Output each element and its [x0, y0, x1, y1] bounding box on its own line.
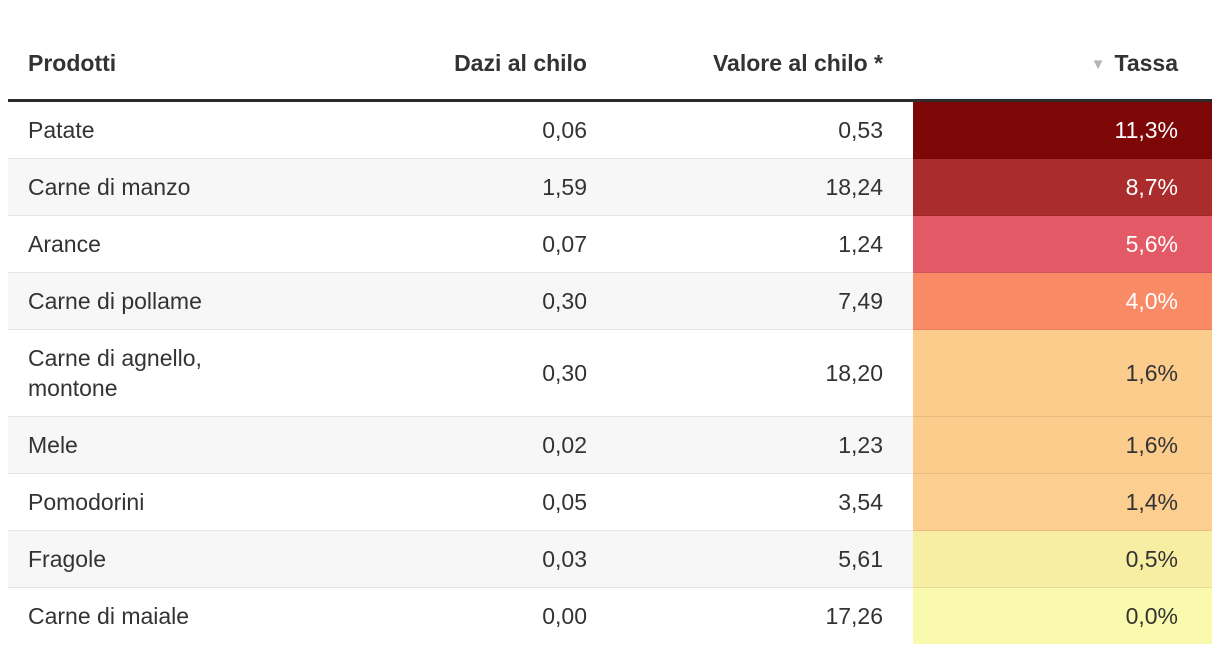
table-row: Arance 0,07 1,24 5,6% — [8, 215, 1212, 273]
table-row: Carne di agnello, montone 0,30 18,20 1,6… — [8, 329, 1212, 417]
table-row: Pomodorini 0,05 3,54 1,4% — [8, 473, 1212, 531]
duty-per-kilo-cell: 1,59 — [400, 158, 607, 216]
tax-rate-heatmap-cell: 1,4% — [913, 473, 1212, 531]
product-cell: Carne di pollame — [8, 272, 400, 330]
tax-rate-heatmap-cell: 4,0% — [913, 272, 1212, 330]
tax-rate-heatmap-cell: 0,5% — [913, 530, 1212, 588]
product-cell: Mele — [8, 416, 400, 474]
column-header-prodotti[interactable]: Prodotti — [8, 0, 400, 102]
duty-per-kilo-cell: 0,03 — [400, 530, 607, 588]
value-per-kilo-cell: 7,49 — [607, 272, 913, 330]
tax-rate-heatmap-cell: 1,6% — [913, 416, 1212, 474]
column-header-valore[interactable]: Valore al chilo * — [607, 0, 913, 102]
product-cell: Carne di maiale — [8, 587, 400, 644]
value-per-kilo-cell: 5,61 — [607, 530, 913, 588]
duty-per-kilo-cell: 0,30 — [400, 329, 607, 417]
product-cell: Carne di manzo — [8, 158, 400, 216]
value-per-kilo-cell: 0,53 — [838, 117, 883, 143]
value-per-kilo-cell: 18,20 — [607, 329, 913, 417]
value-per-kilo-cell: 3,54 — [607, 473, 913, 531]
duty-per-kilo-cell: 0,07 — [400, 215, 607, 273]
value-per-kilo-cell: 1,24 — [607, 215, 913, 273]
product-cell: Pomodorini — [8, 473, 400, 531]
duty-per-kilo-cell: 0,00 — [400, 587, 607, 644]
value-per-kilo-cell: 17,26 — [607, 587, 913, 644]
column-header-prodotti-label: Prodotti — [28, 50, 117, 76]
column-header-valore-label: Valore al chilo * — [712, 50, 883, 76]
tax-rate-heatmap-cell: 11,3% — [913, 100, 1212, 159]
table-row: Carne di manzo 1,59 18,24 8,7% — [8, 158, 1212, 216]
value-per-kilo-cell: 18,24 — [607, 158, 913, 216]
table-row: Carne di pollame 0,30 7,49 4,0% — [8, 272, 1212, 330]
tariff-table: Prodotti Dazi al chilo Valore al chilo *… — [8, 0, 1212, 644]
table-body: Patate 0,06 0,53 11,3% Carne di manzo 1,… — [8, 100, 1212, 644]
product-cell: Fragole — [8, 530, 400, 588]
column-header-dazi[interactable]: Dazi al chilo — [400, 0, 607, 102]
product-cell: Carne di agnello, montone — [8, 329, 400, 417]
product-cell: Arance — [8, 215, 400, 273]
column-header-tassa-label: Tassa — [1114, 50, 1178, 76]
table-row: Patate 0,06 0,53 11,3% — [8, 100, 1212, 159]
tax-rate-heatmap-cell: 8,7% — [913, 158, 1212, 216]
value-per-kilo-cell: 1,23 — [607, 416, 913, 474]
tax-rate-heatmap-cell: 1,6% — [913, 329, 1212, 417]
column-header-tassa[interactable]: ▼ Tassa — [913, 0, 1212, 102]
header-row: Prodotti Dazi al chilo Valore al chilo *… — [8, 0, 1212, 102]
tariff-table-container: Prodotti Dazi al chilo Valore al chilo *… — [8, 0, 1212, 644]
product-cell: Patate — [28, 117, 95, 143]
table-row: Mele 0,02 1,23 1,6% — [8, 416, 1212, 474]
tax-rate-heatmap-cell: 0,0% — [913, 587, 1212, 644]
duty-per-kilo-cell: 0,06 — [542, 117, 587, 143]
table-row: Fragole 0,03 5,61 0,5% — [8, 530, 1212, 588]
sort-desc-icon: ▼ — [1090, 56, 1106, 73]
duty-per-kilo-cell: 0,30 — [400, 272, 607, 330]
duty-per-kilo-cell: 0,05 — [400, 473, 607, 531]
duty-per-kilo-cell: 0,02 — [400, 416, 607, 474]
table-row: Carne di maiale 0,00 17,26 0,0% — [8, 587, 1212, 644]
tax-rate-heatmap-cell: 5,6% — [913, 215, 1212, 273]
column-header-dazi-label: Dazi al chilo — [454, 50, 587, 76]
